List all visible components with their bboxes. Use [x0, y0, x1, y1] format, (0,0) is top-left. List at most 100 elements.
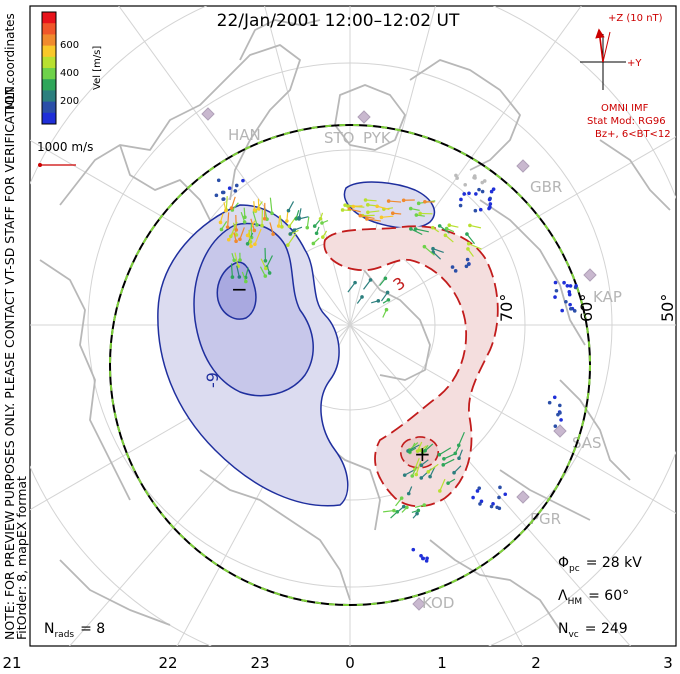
mlt-tick-0: 0: [345, 654, 355, 672]
velocity-vector: [371, 300, 379, 304]
velocity-vector: [306, 216, 310, 228]
velocity-vector: [424, 443, 434, 452]
imf-clock: [580, 28, 626, 90]
velocity-vector-origin: [234, 183, 239, 188]
plot-frame: [29, 5, 677, 647]
velocity-vector-origin: [271, 232, 275, 236]
velocity-vector-origin: [221, 197, 225, 202]
velocity-vector: [409, 447, 417, 453]
colorbar-tick-400: 400: [60, 68, 79, 79]
velocity-colorbar: [41, 11, 57, 125]
velocity-vector-origin: [467, 191, 471, 196]
latitude-label-50: 50°: [658, 294, 677, 322]
colorbar-tick-200: 200: [60, 96, 79, 107]
colorbar-swatch: [42, 12, 56, 24]
velocity-vector: [231, 252, 235, 261]
colorbar-tick-600: 600: [60, 40, 79, 51]
velocity-vector-origin: [558, 411, 562, 415]
mlt-tick-23: 23: [250, 654, 269, 672]
velocity-vector-origin: [568, 302, 572, 307]
colorbar-swatch: [42, 23, 56, 35]
velocity-vector: [289, 228, 297, 235]
velocity-vector: [366, 218, 381, 222]
velocity-vector-origin: [553, 295, 557, 299]
velocity-vector-origin: [503, 492, 508, 497]
velocity-vector: [230, 263, 234, 278]
velocity-vector-origin: [214, 193, 219, 198]
velocity-vector-origin: [559, 418, 563, 422]
n-rads-stat: Nrads = 8: [44, 621, 105, 640]
velocity-vector: [319, 212, 324, 219]
velocity-vector: [443, 452, 458, 460]
velocity-vector-origin: [558, 403, 562, 408]
velocity-vector-origin: [574, 283, 578, 288]
velocity-vector-origin: [238, 258, 242, 262]
velocity-vector-origin: [230, 275, 235, 279]
mlt-tick-3: 3: [663, 654, 673, 672]
velocity-vector-origin: [488, 202, 493, 206]
velocity-vector: [298, 208, 302, 218]
velocity-vector-origin: [473, 176, 477, 180]
velocity-vector-origin: [462, 192, 466, 196]
velocity-vector: [410, 228, 423, 236]
lambda-hm-stat: ΛHM = 60°: [558, 588, 629, 607]
velocity-vector: [260, 258, 267, 269]
colorbar-swatch: [42, 90, 56, 103]
n-vc-stat: Nvc = 249: [558, 621, 628, 640]
velocity-vector: [411, 466, 418, 477]
station-label-han: HAN: [228, 126, 261, 144]
colorbar-label: Vel [m/s]: [92, 46, 103, 90]
velocity-vector: [363, 279, 372, 290]
velocity-vector: [241, 271, 247, 282]
velocity-vector: [248, 229, 252, 242]
velocity-vector: [438, 447, 452, 456]
velocity-vector: [231, 202, 239, 211]
velocity-vector: [416, 214, 425, 217]
mlt-tick-1: 1: [437, 654, 447, 672]
velocity-vector-origin: [216, 178, 221, 183]
velocity-vector: [225, 196, 228, 210]
velocity-vector: [468, 243, 482, 250]
velocity-vector: [321, 219, 329, 224]
velocity-vector-origin: [227, 186, 232, 190]
colorbar-swatch: [42, 112, 56, 125]
latitude-label-70: 70°: [497, 294, 516, 322]
velocity-vector-origin: [489, 504, 494, 509]
map-title: 22/Jan/2001 12:00–12:02 UT: [217, 11, 460, 31]
velocity-vector-origin: [553, 280, 558, 285]
velocity-vector-origin: [257, 207, 261, 211]
phi-pc-stat: Φpc = 28 kV: [558, 555, 642, 574]
velocity-vector: [432, 251, 442, 260]
velocity-vector: [314, 219, 321, 227]
velocity-vector: [447, 478, 456, 484]
velocity-vector: [376, 205, 390, 211]
velocity-vector: [395, 497, 403, 507]
velocity-vector-origin: [477, 486, 482, 490]
velocity-vector: [392, 212, 402, 215]
velocity-vector-origin: [233, 189, 238, 193]
velocity-vector-origin: [450, 265, 455, 269]
velocity-vector-origin: [547, 400, 552, 405]
velocity-vector-origin: [562, 280, 566, 285]
contour-label-dusk: -9: [203, 372, 222, 388]
velocity-vector-origin: [466, 262, 471, 266]
colorbar-swatch: [42, 68, 56, 80]
velocity-vector: [353, 205, 363, 208]
velocity-vector-origin: [477, 187, 481, 192]
velocity-vector: [287, 201, 295, 211]
station-label-gbr: GBR: [530, 178, 562, 196]
velocity-vector: [236, 265, 240, 278]
velocity-vector: [453, 465, 462, 474]
velocity-vector: [219, 213, 224, 223]
velocity-vector: [278, 215, 281, 227]
velocity-vector: [227, 212, 230, 228]
velocity-vector: [390, 511, 398, 519]
mlt-tick-2: 2: [531, 654, 541, 672]
imf-condition: Bz+, 6<BT<12: [595, 129, 671, 140]
velocity-vector: [356, 296, 363, 304]
velocity-vector: [347, 282, 356, 293]
velocity-vector: [239, 227, 245, 240]
velocity-vector: [420, 445, 427, 451]
velocity-vector: [230, 196, 236, 209]
velocity-vector-origin: [491, 502, 495, 506]
